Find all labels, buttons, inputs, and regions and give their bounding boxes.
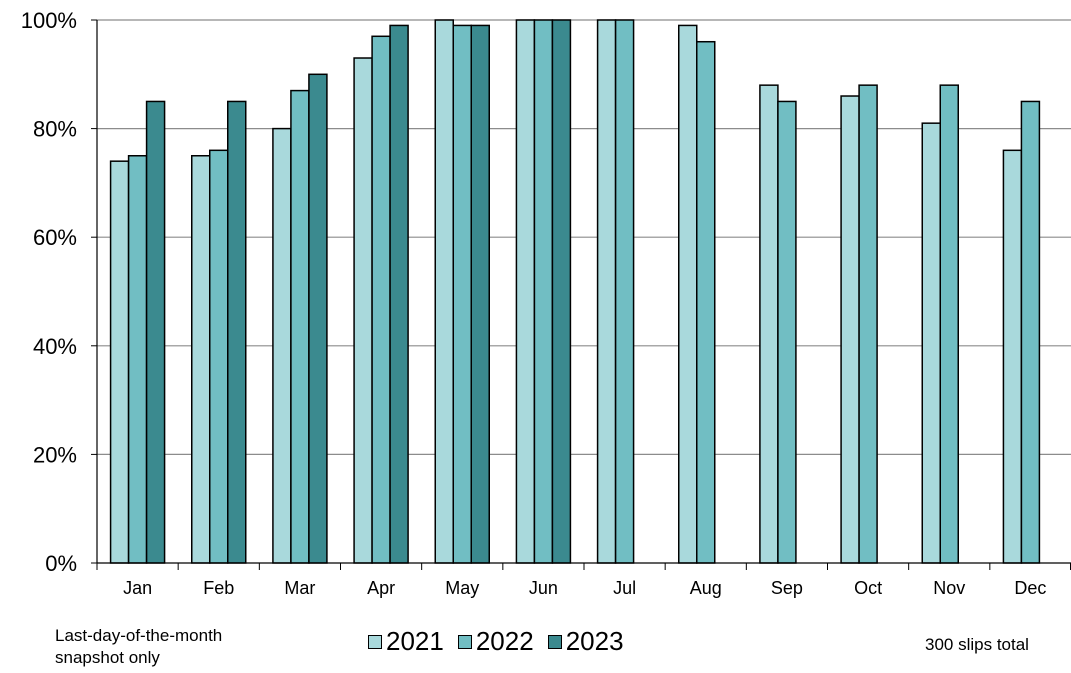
- bar-2023-Mar: [308, 73, 328, 564]
- bar-2022-Sep: [777, 100, 797, 564]
- bar-2021-Jun: [515, 19, 536, 564]
- x-tick-label: Apr: [367, 578, 395, 598]
- x-tick-label: Sep: [771, 578, 803, 598]
- total-slips-note: 300 slips total: [925, 635, 1029, 654]
- x-tick-label: Mar: [284, 578, 315, 598]
- bar-2021-Jan: [109, 160, 130, 564]
- y-tick-label: 20%: [33, 442, 77, 467]
- x-tick-label: May: [445, 578, 479, 598]
- bar-2022-Jul: [614, 19, 635, 564]
- bar-2022-Jan: [127, 155, 148, 564]
- legend: 2021 2022 2023: [368, 626, 638, 657]
- snapshot-note-line1: Last-day-of-the-month: [55, 626, 223, 645]
- bar-2023-Feb: [227, 100, 247, 564]
- x-tick-label: Aug: [690, 578, 722, 598]
- bar-2022-Oct: [858, 84, 878, 564]
- bar-2022-May: [452, 24, 472, 564]
- legend-swatch-2022: [457, 634, 472, 649]
- y-tick-label: 0%: [45, 551, 77, 576]
- bar-2021-Apr: [353, 57, 373, 564]
- legend-label-2021: 2021: [386, 626, 444, 656]
- bar-2022-Jun: [533, 19, 554, 564]
- bar-2021-Sep: [759, 84, 779, 564]
- legend-swatch-2023: [547, 634, 562, 649]
- bar-2022-Mar: [290, 89, 310, 564]
- legend-swatch-2021: [368, 634, 382, 649]
- bar-2023-Jun: [551, 19, 572, 564]
- y-tick-label: 100%: [21, 8, 77, 33]
- legend-item-2021: 2021: [368, 626, 444, 657]
- x-tick-label: Dec: [1014, 578, 1046, 598]
- snapshot-note-line2: snapshot only: [55, 648, 160, 667]
- y-axis-ticks: 0% 20% 40% 60% 80% 100%: [21, 8, 97, 576]
- legend-item-2023: 2023: [547, 626, 624, 657]
- bar-2022-Feb: [209, 149, 229, 564]
- bar-2021-Feb: [191, 155, 211, 564]
- bars: [109, 19, 1041, 564]
- y-tick-label: 80%: [33, 117, 77, 142]
- bar-2022-Aug: [696, 40, 716, 564]
- x-tick-label: Jun: [529, 578, 558, 598]
- x-tick-label: Oct: [854, 578, 882, 598]
- x-axis-ticks: Jan Feb Mar Apr May Jun Jul Aug Sep Oct Nov Dec: [96, 563, 1071, 598]
- legend-label-2023: 2023: [565, 626, 624, 656]
- x-tick-label: Nov: [933, 578, 965, 598]
- bar-2021-Aug: [678, 24, 698, 564]
- bar-2021-Oct: [840, 95, 860, 564]
- bar-2022-Apr: [371, 35, 391, 564]
- bar-2021-Mar: [272, 127, 292, 564]
- bar-2023-Jan: [145, 100, 166, 564]
- legend-label-2022: 2022: [475, 626, 534, 656]
- x-tick-label: Feb: [203, 578, 234, 598]
- gridlines: [97, 19, 1071, 455]
- bar-2022-Dec: [1020, 100, 1041, 564]
- bar-2021-Nov: [921, 122, 941, 564]
- bar-2023-May: [470, 24, 490, 564]
- bar-2022-Nov: [939, 84, 959, 564]
- bar-2023-Apr: [389, 24, 409, 564]
- bar-2021-May: [434, 19, 454, 564]
- bar-chart: 0% 20% 40% 60% 80% 100% Jan Feb Mar Apr May Jun Jul…: [21, 8, 1071, 598]
- snapshot-note: Last-day-of-the-month snapshot only: [55, 625, 315, 669]
- bar-2021-Jul: [596, 19, 617, 564]
- y-tick-label: 60%: [33, 225, 77, 250]
- bar-2021-Dec: [1002, 149, 1023, 564]
- x-tick-label: Jan: [123, 578, 152, 598]
- x-tick-label: Jul: [613, 578, 636, 598]
- legend-item-2022: 2022: [457, 626, 534, 657]
- y-tick-label: 40%: [33, 334, 77, 359]
